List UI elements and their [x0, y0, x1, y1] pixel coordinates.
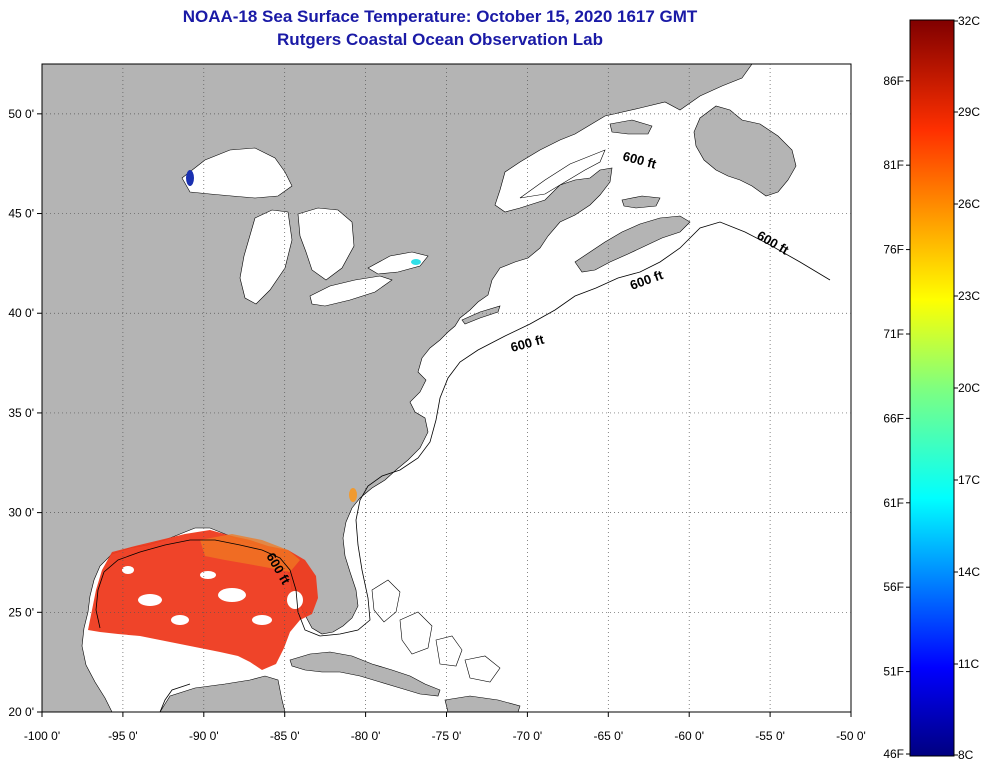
anticosti-island: [609, 119, 653, 135]
sst-spot-georgia: [349, 488, 357, 502]
sst-spot-lake-ontario: [411, 259, 421, 265]
colorbar-f-label: 81F: [883, 158, 904, 172]
colorbar-c-label: 23C: [958, 289, 980, 303]
y-tick-label: 20 0': [8, 705, 34, 719]
colorbar-f-label: 76F: [883, 243, 904, 257]
st-lawrence-estuary: [519, 149, 606, 199]
y-tick-label: 35 0': [8, 406, 34, 420]
x-tick-label: -95 0': [108, 729, 138, 743]
colorbar-c-label: 32C: [958, 14, 980, 28]
x-tick-label: -70 0': [513, 729, 543, 743]
colorbar-f-label: 66F: [883, 411, 904, 425]
colorbar-f-label: 86F: [883, 74, 904, 88]
long-island: [461, 305, 501, 325]
y-axis: 50 0' 45 0' 40 0' 35 0' 30 0' 25 0' 20 0': [8, 107, 42, 719]
colorbar: [909, 19, 955, 757]
y-tick-label: 40 0': [8, 306, 34, 320]
colorbar-f-label: 71F: [883, 327, 904, 341]
newfoundland-island: [693, 105, 797, 197]
nova-scotia: [574, 215, 691, 273]
map-title: NOAA-18 Sea Surface Temperature: October…: [182, 7, 698, 26]
gulf-sst-data-warm: [200, 534, 300, 572]
contour-600ft: [95, 221, 831, 637]
great-lakes: [181, 147, 429, 307]
colorbar-f-label: 56F: [883, 580, 904, 594]
colorbar-c-label: 11C: [958, 657, 979, 671]
cuba-island: [289, 651, 441, 697]
x-tick-label: -90 0': [189, 729, 219, 743]
north-america-landmass: [42, 64, 753, 712]
x-tick-label: -100 0': [24, 729, 60, 743]
x-tick-label: -80 0': [351, 729, 381, 743]
x-tick-label: -50 0': [836, 729, 866, 743]
x-tick-label: -75 0': [432, 729, 462, 743]
map-subtitle: Rutgers Coastal Ocean Observation Lab: [277, 30, 603, 49]
y-tick-label: 45 0': [8, 207, 34, 221]
x-tick-label: -85 0': [270, 729, 300, 743]
colorbar-c-label: 29C: [958, 105, 980, 119]
contour-gulf-south: [159, 683, 191, 712]
y-tick-label: 25 0': [8, 605, 34, 619]
hispaniola-island: [444, 695, 521, 712]
x-axis: -100 0' -95 0' -90 0' -85 0' -80 0' -75 0' -70…: [24, 712, 866, 743]
x-tick-label: -60 0': [674, 729, 704, 743]
yucatan-peninsula: [159, 675, 286, 712]
prince-edward-island: [621, 195, 661, 209]
colorbar-c-label: 20C: [958, 381, 980, 395]
colorbar-c-label: 26C: [958, 197, 980, 211]
colorbar-c-label: 14C: [958, 565, 980, 579]
y-tick-label: 30 0': [8, 506, 34, 520]
colorbar-f-label: 46F: [883, 747, 904, 761]
colorbar-c-label: 17C: [958, 473, 980, 487]
colorbar-c-label: 8C: [958, 748, 974, 762]
x-tick-label: -65 0': [593, 729, 623, 743]
y-tick-label: 50 0': [8, 107, 34, 121]
colorbar-ticks: 32C 29C 26C 23C 20C 17C 14C 11C 8C 86F 81F 76F 71F 66…: [883, 14, 980, 762]
colorbar-f-label: 61F: [883, 496, 904, 510]
x-tick-label: -55 0': [755, 729, 785, 743]
graticule: [42, 64, 851, 712]
sst-spot-lake-superior: [186, 170, 194, 186]
colorbar-f-label: 51F: [883, 665, 904, 679]
